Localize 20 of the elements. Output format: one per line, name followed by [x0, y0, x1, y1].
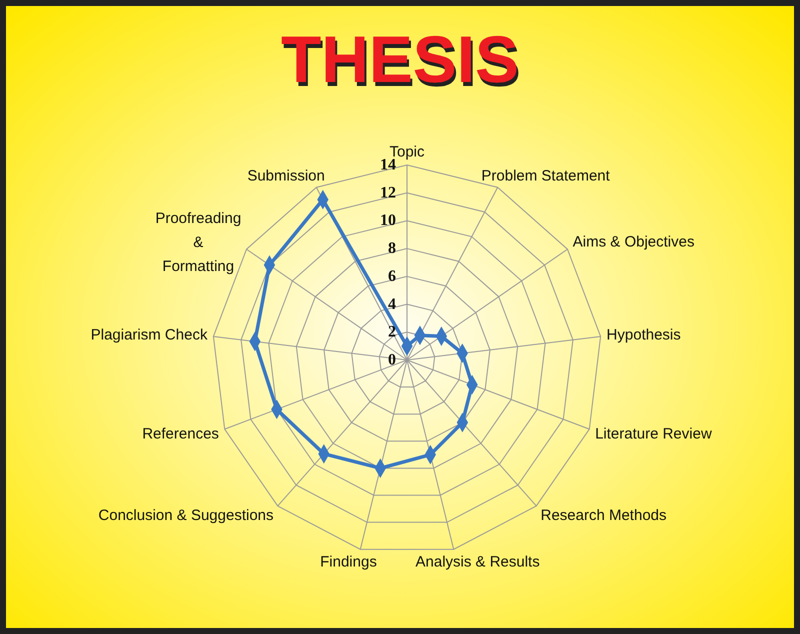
- spoke-label: Analysis & Results: [416, 553, 540, 570]
- spoke-label: Conclusion & Suggestions: [98, 507, 274, 524]
- spoke-label: Problem Statement: [481, 167, 611, 184]
- spoke-label: Hypothesis: [606, 326, 681, 344]
- spoke-label: Submission: [247, 167, 325, 184]
- y-tick-label: 8: [388, 240, 396, 258]
- spoke-label: Research Methods: [540, 507, 667, 524]
- spoke-label: References: [142, 425, 219, 442]
- y-tick-label: 12: [380, 184, 396, 202]
- spoke-label: Findings: [320, 553, 377, 570]
- spoke-label: Plagiarism Check: [90, 326, 208, 344]
- spoke-label: Aims & Objectives: [572, 233, 694, 250]
- y-tick-label: 10: [380, 212, 396, 230]
- y-tick-label: 2: [388, 324, 396, 341]
- y-tick-label: 6: [388, 268, 396, 285]
- spoke-label: Literature Review: [595, 425, 712, 442]
- spoke-label: Proofreading & Formatting: [155, 209, 242, 274]
- chart-title: THESIS: [281, 22, 520, 96]
- y-tick-label: 0: [388, 352, 396, 368]
- y-tick-label: 4: [388, 296, 396, 313]
